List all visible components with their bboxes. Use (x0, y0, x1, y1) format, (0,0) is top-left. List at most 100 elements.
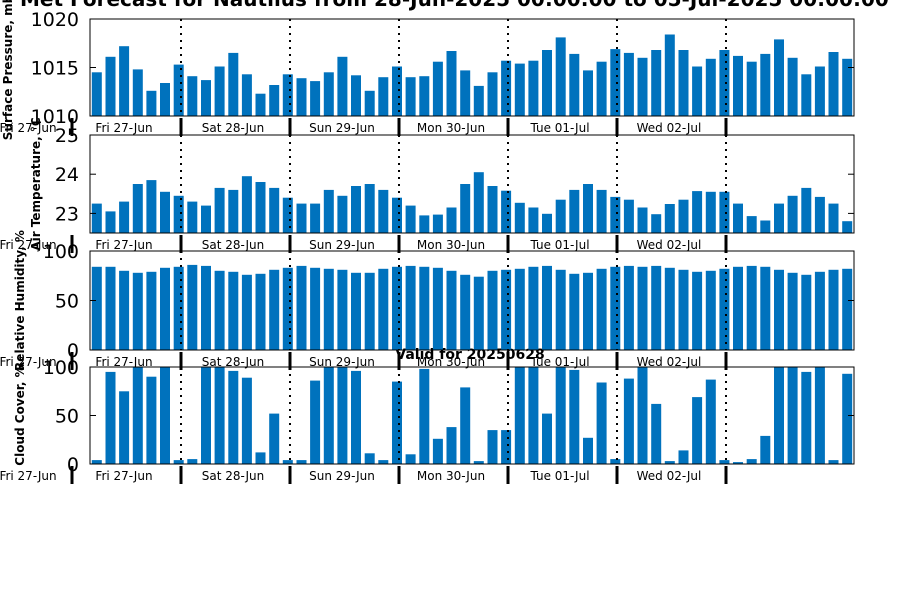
x-day-label: Tue 01-Jul (529, 121, 589, 135)
bar (214, 187, 225, 233)
bar (637, 367, 648, 464)
bar (146, 180, 157, 233)
bar (637, 207, 648, 233)
axes-box (89, 134, 855, 234)
bar (187, 459, 198, 464)
bar (528, 60, 539, 116)
bar (282, 460, 293, 464)
bar (119, 391, 130, 465)
bar (514, 202, 525, 233)
bar (733, 55, 743, 116)
bar (91, 460, 102, 464)
bar (310, 203, 321, 233)
bar (842, 221, 853, 233)
bar (569, 53, 580, 116)
bar (119, 270, 130, 350)
figure-title: Met Forecast for Nautilus from 28-Jun-20… (20, 0, 889, 11)
bar (323, 189, 334, 233)
bar (392, 381, 402, 464)
bar (514, 268, 525, 350)
bar (583, 272, 593, 350)
bar (528, 266, 539, 350)
bar (774, 203, 784, 233)
x-day-label-clipped: Fri 27-Jun (0, 469, 57, 483)
bar (746, 216, 757, 233)
bar (501, 60, 512, 116)
bar (733, 266, 743, 350)
bar (364, 453, 375, 464)
bar (337, 195, 348, 233)
x-day-label: Wed 02-Jul (637, 121, 702, 135)
bar (692, 191, 703, 233)
bar (405, 205, 416, 233)
x-day-label: Fri 27-Jun (95, 121, 152, 135)
bar (596, 382, 607, 464)
bar (569, 273, 580, 350)
x-day-label: Fri 27-Jun (95, 238, 152, 252)
bar (596, 61, 607, 116)
bar (528, 367, 539, 464)
bar (187, 201, 198, 233)
bar (160, 191, 170, 233)
bar (337, 56, 348, 116)
bar (746, 61, 757, 116)
bar (610, 49, 621, 116)
x-day-label: Wed 02-Jul (637, 238, 702, 252)
bar (187, 76, 198, 116)
bar (351, 272, 361, 350)
bar (419, 266, 430, 350)
y-tick-label: 0 (67, 454, 79, 476)
bar (228, 52, 239, 116)
y-tick-label: 1015 (31, 58, 79, 80)
bar (214, 66, 225, 116)
bar (419, 76, 430, 116)
bar (528, 207, 539, 233)
bar (446, 51, 457, 116)
bar (828, 460, 839, 464)
bar (828, 269, 839, 350)
bar (814, 196, 825, 233)
bar (733, 462, 743, 464)
x-day-label-clipped: Fri 27-Jun (0, 355, 57, 369)
bar (719, 191, 730, 233)
bar (473, 276, 484, 350)
bar (160, 367, 170, 464)
bar (542, 413, 552, 464)
bar (228, 370, 239, 464)
bar (241, 176, 252, 233)
y-tick-label: 100 (43, 241, 79, 263)
bar (760, 220, 771, 233)
bar (351, 370, 361, 464)
bar (555, 269, 566, 350)
bar (105, 56, 116, 116)
bar (760, 53, 771, 116)
bar (337, 367, 348, 464)
bar (623, 199, 634, 233)
bar (746, 265, 757, 350)
bar (214, 367, 225, 464)
bar (487, 72, 498, 116)
y-axis-label: Cloud Cover, % (13, 365, 27, 465)
bar (705, 379, 716, 464)
y-tick-label: 25 (55, 125, 79, 147)
bar (392, 266, 402, 350)
bar (173, 195, 184, 233)
bar (774, 269, 784, 350)
bar (473, 85, 484, 116)
y-tick-label: 24 (55, 164, 79, 186)
bar (637, 266, 648, 350)
y-axis-label: Relative Humidity, % (13, 230, 27, 371)
bar (719, 460, 730, 464)
x-day-label: Mon 30-Jun (417, 355, 485, 369)
bar (596, 189, 607, 233)
x-day-label: Sun 29-Jun (309, 121, 375, 135)
x-day-label: Wed 02-Jul (637, 355, 702, 369)
x-day-label: Sat 28-Jun (202, 121, 265, 135)
y-tick-label: 23 (55, 203, 79, 225)
bar (501, 430, 512, 464)
bar (610, 196, 621, 233)
bar (241, 274, 252, 350)
bar (119, 46, 130, 117)
y-tick-label: 50 (55, 406, 79, 428)
bar (542, 213, 552, 233)
